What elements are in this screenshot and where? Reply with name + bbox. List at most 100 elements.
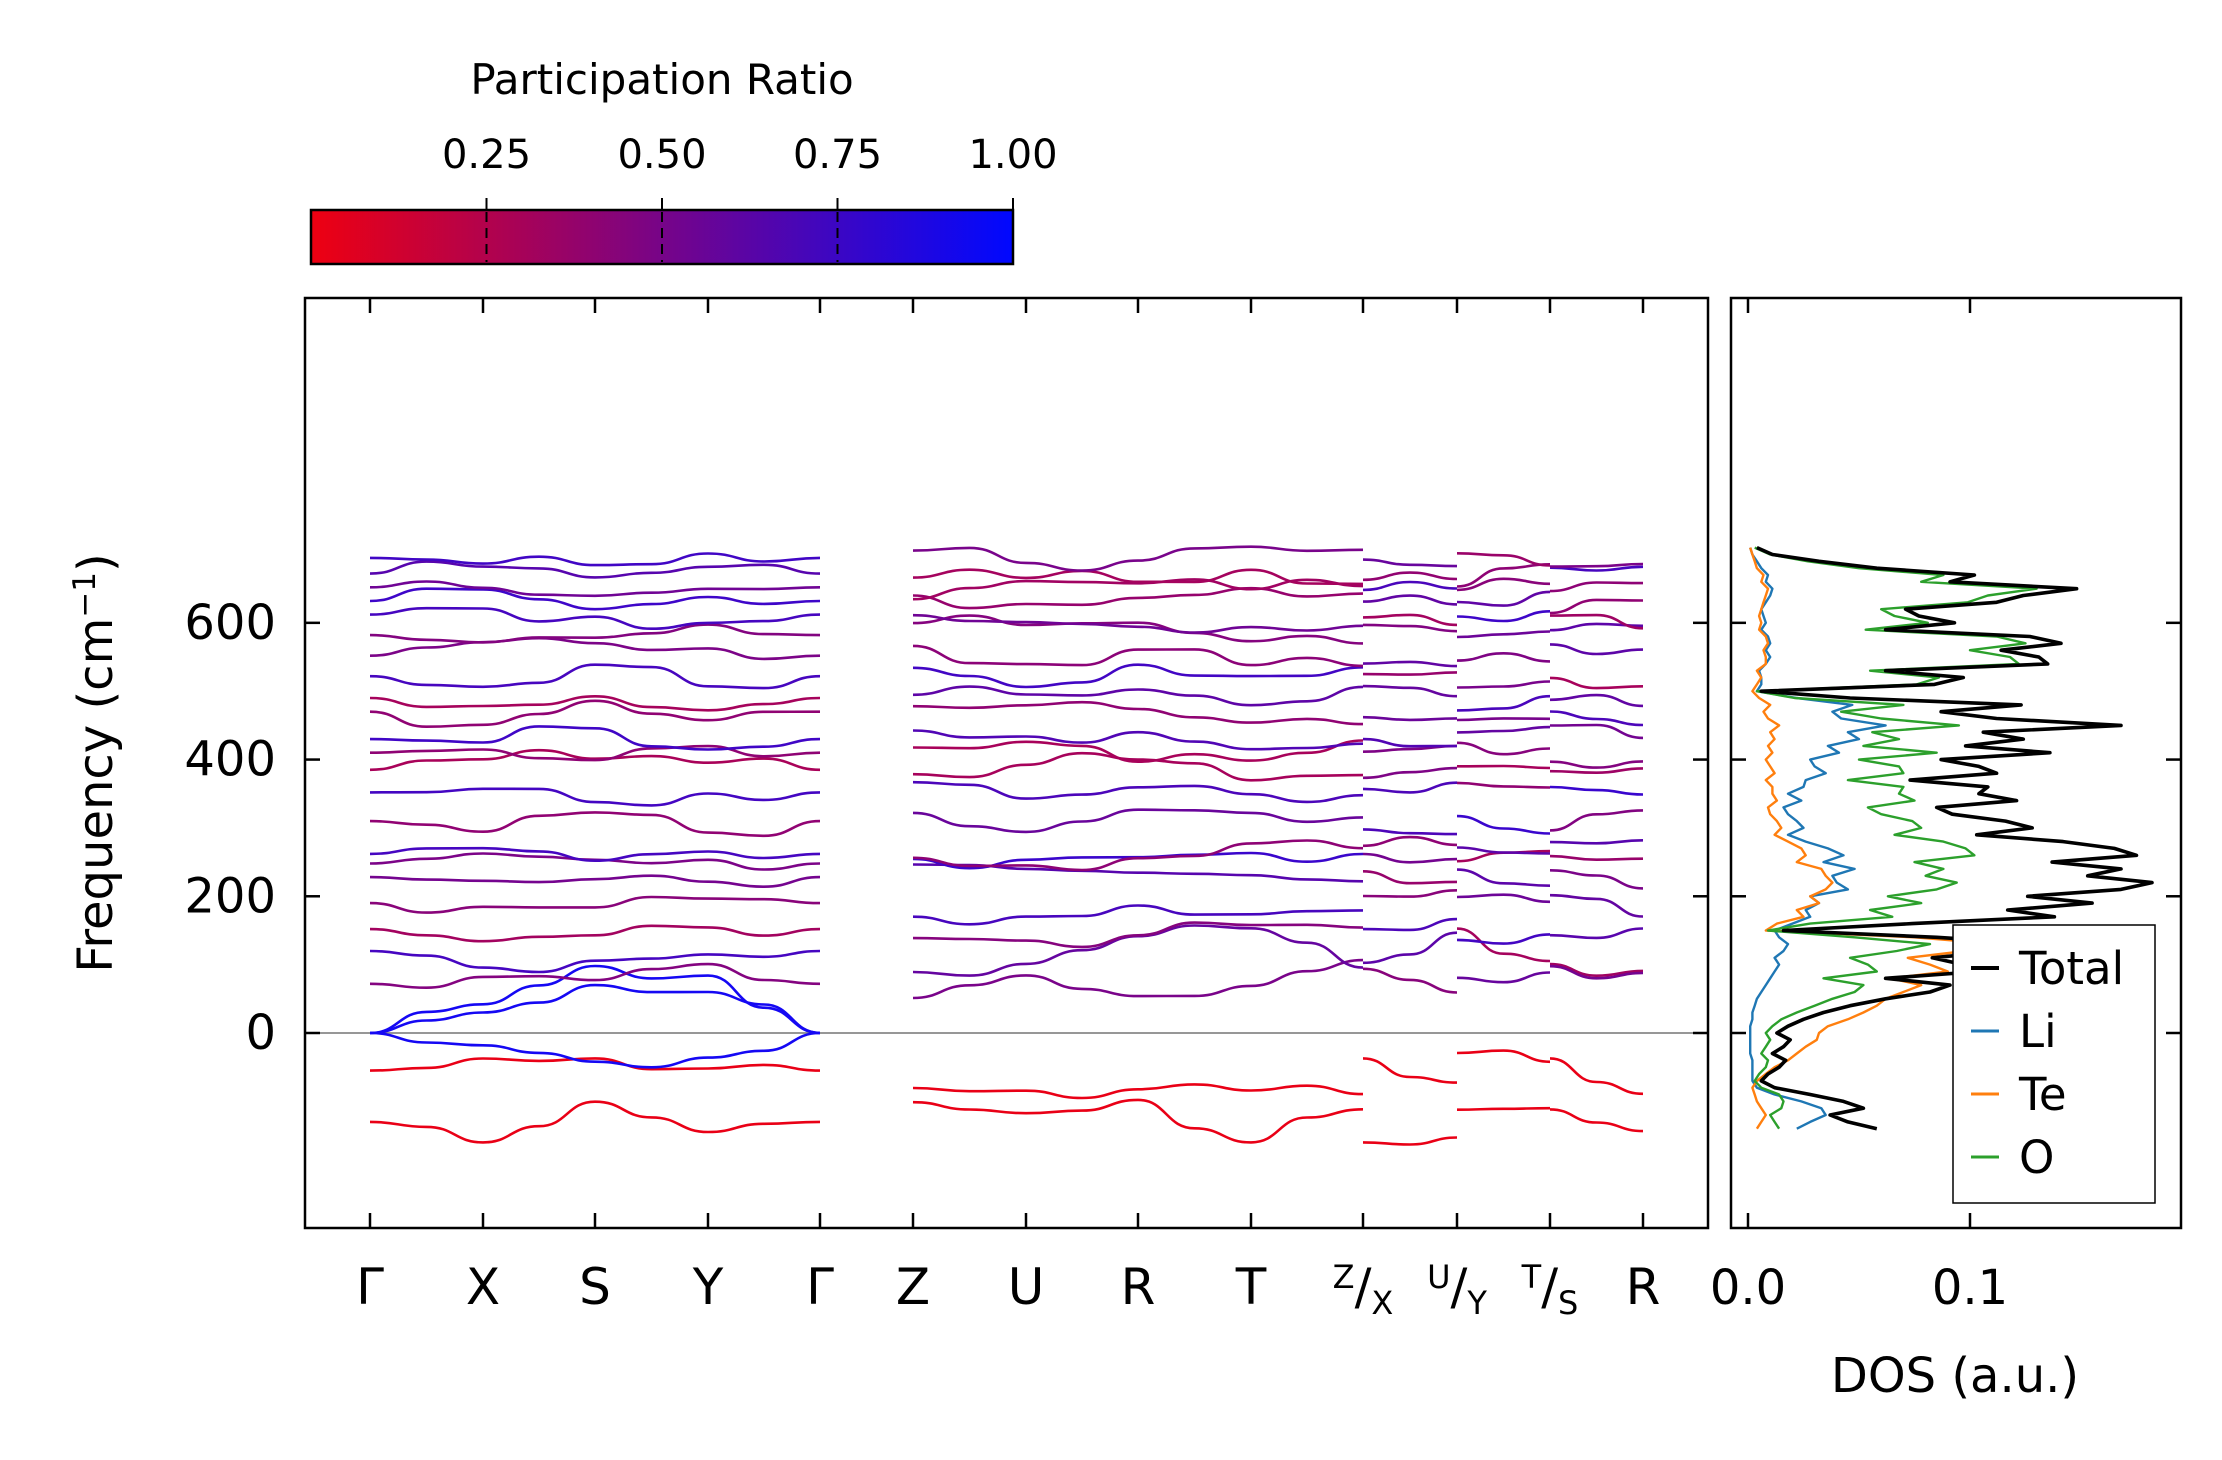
kpoint-label: X bbox=[466, 1258, 500, 1316]
phonon-band bbox=[369, 964, 821, 1035]
phonon-band bbox=[1456, 610, 1551, 623]
phonon-band bbox=[1456, 741, 1551, 756]
phonon-band bbox=[1456, 725, 1551, 734]
kpoint-label: Γ bbox=[806, 1258, 834, 1316]
phonon-band bbox=[1549, 927, 1644, 940]
phonon-band bbox=[1362, 684, 1458, 698]
phonon-band bbox=[1362, 737, 1458, 748]
phonon-band bbox=[1456, 764, 1551, 770]
phonon-band bbox=[1549, 809, 1644, 832]
phonon-band bbox=[369, 663, 821, 690]
colorbar-ticks: 0.25 0.50 0.75 1.00 bbox=[442, 132, 1058, 262]
phonon-band bbox=[1456, 846, 1551, 855]
colorbar-title: Participation Ratio bbox=[470, 55, 853, 104]
phonon-band bbox=[1549, 643, 1644, 656]
phonon-band bbox=[912, 586, 1364, 610]
colorbar-tick-label: 1.00 bbox=[968, 132, 1057, 178]
kpoint-label-combined: T/S bbox=[1521, 1258, 1579, 1322]
dos-x-tick-label: 0.0 bbox=[1710, 1260, 1786, 1316]
phonon-band bbox=[369, 606, 821, 631]
phonon-band bbox=[1549, 693, 1644, 708]
phonon-band bbox=[369, 895, 821, 914]
phonon-band bbox=[1456, 971, 1551, 984]
phonon-band bbox=[369, 699, 821, 729]
phonon-band bbox=[1549, 710, 1644, 727]
phonon-band bbox=[369, 748, 821, 772]
phonon-band bbox=[1362, 1136, 1458, 1146]
phonon-band bbox=[1362, 558, 1458, 568]
phonon-band bbox=[1456, 933, 1551, 945]
phonon-band bbox=[369, 725, 821, 751]
phonon-band bbox=[1549, 723, 1644, 740]
phonon-band bbox=[1549, 854, 1644, 862]
phonon-band bbox=[912, 663, 1364, 689]
phonon-band bbox=[1549, 760, 1644, 769]
phonon-band bbox=[369, 580, 821, 598]
phonon-band bbox=[1456, 590, 1551, 607]
phonon-band bbox=[369, 924, 821, 943]
band-x-ticks: Γ X S Y Γ Z U R T Z/XU/YT/S R bbox=[356, 298, 1660, 1322]
dos-curve-te bbox=[1749, 547, 1998, 1130]
dos-curve-total bbox=[1756, 545, 2154, 1131]
phonon-band bbox=[1549, 1057, 1644, 1096]
legend-label: O bbox=[2019, 1131, 2054, 1184]
phonon-band bbox=[1549, 785, 1644, 796]
phonon-band bbox=[1362, 580, 1458, 592]
phonon-band bbox=[912, 739, 1364, 764]
phonon-band bbox=[369, 552, 821, 567]
phonon-band bbox=[912, 921, 1364, 949]
phonon-band bbox=[1362, 623, 1458, 633]
phonon-band bbox=[1362, 613, 1458, 627]
phonon-band bbox=[1549, 964, 1644, 980]
phonon-band bbox=[1362, 870, 1458, 885]
kpoint-label-sup: U bbox=[1427, 1258, 1450, 1296]
phonon-band bbox=[1362, 660, 1458, 668]
phonon-band bbox=[369, 587, 821, 611]
phonon-band bbox=[1549, 962, 1644, 978]
phonon-band bbox=[369, 811, 821, 838]
phonon-band bbox=[912, 1098, 1364, 1144]
colorbar: Participation Ratio 0.25 0.50 0.75 1.00 bbox=[309, 55, 1058, 266]
phonon-band bbox=[1456, 927, 1551, 963]
ylabel-main: Frequency (cm bbox=[68, 618, 124, 973]
phonon-band bbox=[369, 744, 821, 762]
legend-label: Li bbox=[2019, 1005, 2057, 1058]
band-y-tick-label: 600 bbox=[184, 595, 276, 651]
phonon-band bbox=[912, 545, 1364, 572]
phonon-band bbox=[1549, 598, 1644, 615]
phonon-band bbox=[912, 685, 1364, 707]
phonon-band bbox=[1362, 766, 1458, 780]
kpoint-label: S bbox=[579, 1258, 611, 1316]
kpoint-label: Γ bbox=[356, 1258, 384, 1316]
phonon-band bbox=[1549, 869, 1644, 890]
phonon-band bbox=[1362, 571, 1458, 582]
phonon-band bbox=[1362, 594, 1458, 606]
phonon-band bbox=[912, 904, 1364, 926]
phonon-band bbox=[912, 924, 1364, 977]
phonon-band bbox=[1456, 694, 1551, 712]
phonon-band bbox=[1362, 917, 1458, 932]
phonon-band bbox=[1456, 680, 1551, 689]
kpoint-label-sup: T bbox=[1521, 1258, 1542, 1296]
phonon-band bbox=[1456, 1049, 1551, 1064]
phonon-band bbox=[1362, 967, 1458, 994]
phonon-band bbox=[1456, 893, 1551, 904]
phonon-band bbox=[912, 1083, 1364, 1100]
kpoint-label: Z bbox=[896, 1258, 930, 1316]
dos-curve-o bbox=[1753, 546, 2038, 1130]
phonon-band bbox=[369, 694, 821, 712]
kpoint-label-sup: Z bbox=[1333, 1258, 1355, 1296]
kpoint-label: Y bbox=[692, 1258, 724, 1316]
phonon-band bbox=[1456, 563, 1551, 588]
phonon-band bbox=[912, 808, 1364, 834]
phonon-band bbox=[1362, 781, 1458, 794]
phonon-band bbox=[1362, 852, 1458, 864]
kpoint-label-sub: S bbox=[1558, 1284, 1578, 1322]
kpoint-label-combined: U/Y bbox=[1427, 1258, 1487, 1322]
phonon-band bbox=[1362, 835, 1458, 848]
phonon-band bbox=[1456, 781, 1551, 789]
phonon-band bbox=[369, 1031, 821, 1069]
phonon-band bbox=[912, 729, 1364, 751]
kpoint-label-slash: / bbox=[1451, 1258, 1468, 1316]
